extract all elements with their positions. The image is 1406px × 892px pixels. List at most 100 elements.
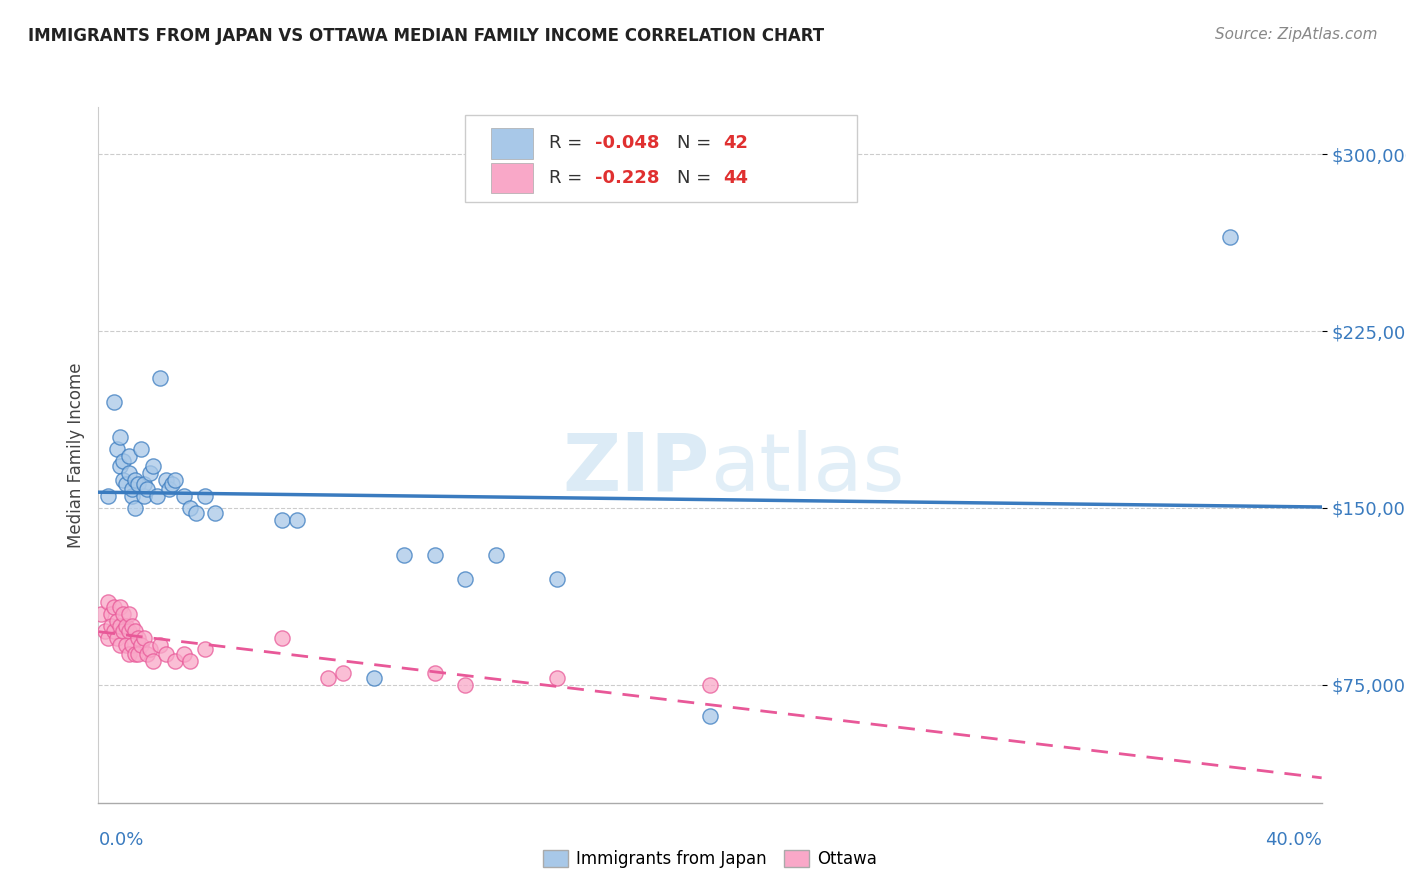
- Point: [121, 482, 143, 496]
- Point: [485, 548, 508, 562]
- Point: [108, 600, 131, 615]
- Point: [124, 500, 146, 515]
- Point: [127, 631, 149, 645]
- Point: [186, 506, 208, 520]
- Point: [454, 678, 477, 692]
- Point: [157, 482, 180, 496]
- Point: [129, 442, 152, 456]
- Point: [136, 647, 159, 661]
- Point: [204, 506, 226, 520]
- Point: [423, 666, 446, 681]
- Point: [129, 638, 152, 652]
- Point: [118, 624, 141, 638]
- Point: [173, 489, 195, 503]
- Point: [270, 513, 292, 527]
- Point: [136, 482, 159, 496]
- Point: [97, 489, 120, 503]
- Point: [134, 477, 156, 491]
- Point: [423, 548, 446, 562]
- Point: [142, 458, 165, 473]
- Point: [155, 647, 177, 661]
- Point: [105, 631, 128, 645]
- Point: [121, 638, 143, 652]
- Point: [139, 642, 162, 657]
- Point: [145, 489, 167, 503]
- Point: [90, 607, 112, 621]
- Text: ZIP: ZIP: [562, 430, 710, 508]
- Point: [108, 619, 131, 633]
- FancyBboxPatch shape: [491, 128, 533, 159]
- Point: [270, 631, 292, 645]
- Point: [97, 595, 120, 609]
- Point: [149, 638, 172, 652]
- Point: [103, 395, 125, 409]
- Y-axis label: Median Family Income: Median Family Income: [66, 362, 84, 548]
- Point: [124, 624, 146, 638]
- Point: [454, 572, 477, 586]
- Point: [163, 654, 186, 668]
- Point: [124, 473, 146, 487]
- Text: Source: ZipAtlas.com: Source: ZipAtlas.com: [1215, 27, 1378, 42]
- Text: -0.228: -0.228: [595, 169, 659, 187]
- Point: [100, 619, 122, 633]
- Text: 42: 42: [724, 134, 748, 153]
- FancyBboxPatch shape: [491, 162, 533, 194]
- Point: [93, 624, 115, 638]
- Text: IMMIGRANTS FROM JAPAN VS OTTAWA MEDIAN FAMILY INCOME CORRELATION CHART: IMMIGRANTS FROM JAPAN VS OTTAWA MEDIAN F…: [28, 27, 824, 45]
- Point: [149, 371, 172, 385]
- Point: [173, 647, 195, 661]
- Text: N =: N =: [678, 169, 717, 187]
- Point: [699, 708, 721, 723]
- Point: [115, 638, 138, 652]
- Text: -0.048: -0.048: [595, 134, 659, 153]
- Point: [1219, 229, 1241, 244]
- Point: [155, 473, 177, 487]
- Point: [108, 638, 131, 652]
- Point: [392, 548, 416, 562]
- Point: [103, 600, 125, 615]
- Point: [105, 614, 128, 628]
- Point: [115, 619, 138, 633]
- Point: [179, 654, 201, 668]
- Point: [194, 489, 217, 503]
- Text: 0.0%: 0.0%: [98, 830, 143, 848]
- Point: [124, 647, 146, 661]
- Point: [546, 671, 568, 685]
- Point: [134, 631, 156, 645]
- Point: [111, 624, 134, 638]
- Point: [142, 654, 165, 668]
- Point: [194, 642, 217, 657]
- Point: [332, 666, 354, 681]
- Point: [118, 466, 141, 480]
- FancyBboxPatch shape: [465, 115, 856, 202]
- Point: [97, 631, 120, 645]
- Text: atlas: atlas: [710, 430, 904, 508]
- Legend: Immigrants from Japan, Ottawa: Immigrants from Japan, Ottawa: [537, 843, 883, 874]
- Point: [546, 572, 568, 586]
- Text: 40.0%: 40.0%: [1265, 830, 1322, 848]
- Point: [285, 513, 308, 527]
- Point: [160, 477, 183, 491]
- Point: [108, 430, 131, 444]
- Point: [121, 489, 143, 503]
- Point: [127, 477, 149, 491]
- Point: [118, 449, 141, 463]
- Point: [105, 442, 128, 456]
- Point: [111, 607, 134, 621]
- Text: 44: 44: [724, 169, 748, 187]
- Point: [108, 458, 131, 473]
- Point: [111, 454, 134, 468]
- Point: [118, 607, 141, 621]
- Point: [179, 500, 201, 515]
- Point: [127, 647, 149, 661]
- Text: R =: R =: [548, 134, 588, 153]
- Point: [115, 477, 138, 491]
- Point: [363, 671, 385, 685]
- Point: [100, 607, 122, 621]
- Point: [316, 671, 339, 685]
- Point: [163, 473, 186, 487]
- Point: [139, 466, 162, 480]
- Text: R =: R =: [548, 169, 588, 187]
- Point: [699, 678, 721, 692]
- Point: [121, 619, 143, 633]
